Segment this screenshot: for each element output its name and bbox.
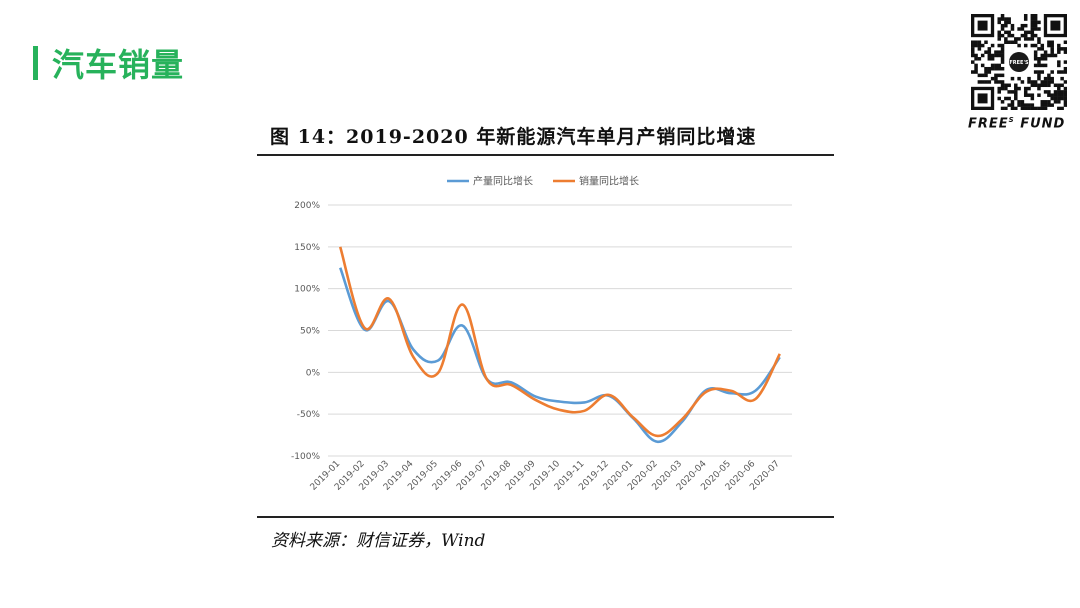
y-tick-label: 100% (294, 285, 320, 295)
qr-center-label: FREE'S (1009, 60, 1029, 66)
brand-name-sup: S (1008, 116, 1015, 124)
section-title: 汽车销量 (33, 40, 184, 86)
legend-label: 产量同比增长 (473, 175, 533, 188)
section-title-text: 汽车销量 (52, 46, 185, 84)
brand-name-right: FUND (1014, 116, 1066, 132)
caption-rule (257, 154, 834, 156)
qr-code: FREE'S (971, 14, 1067, 110)
y-gridlines (328, 204, 792, 457)
sales-series-line (338, 246, 781, 438)
source-note: 资料来源：财信证券，Wind (271, 531, 486, 551)
y-tick-label: -100% (291, 452, 320, 462)
y-tick-label: 150% (294, 243, 320, 253)
line-chart: -100%-50%0%50%100%150%200%2019-012019-02… (291, 175, 792, 493)
source-rule (257, 516, 834, 518)
figure-caption: 图 14：2019-2020 年新能源汽车单月产销同比增速 (270, 126, 757, 148)
legend-label: 销量同比增长 (579, 175, 639, 188)
y-tick-label: 50% (300, 327, 320, 337)
y-tick-label: -50% (297, 410, 321, 420)
y-tick-label: 0% (306, 368, 321, 378)
y-tick-label: 200% (294, 201, 320, 211)
section-accent-bar (33, 46, 38, 80)
brand-name-left: FREE (968, 116, 1009, 132)
qr-center-badge (1009, 52, 1029, 72)
legend-production: 产量同比增长 (447, 175, 533, 188)
brand-logo: FREES FUND (968, 116, 1072, 131)
legend-sales: 销量同比增长 (553, 175, 639, 188)
production-series-line (338, 267, 781, 444)
